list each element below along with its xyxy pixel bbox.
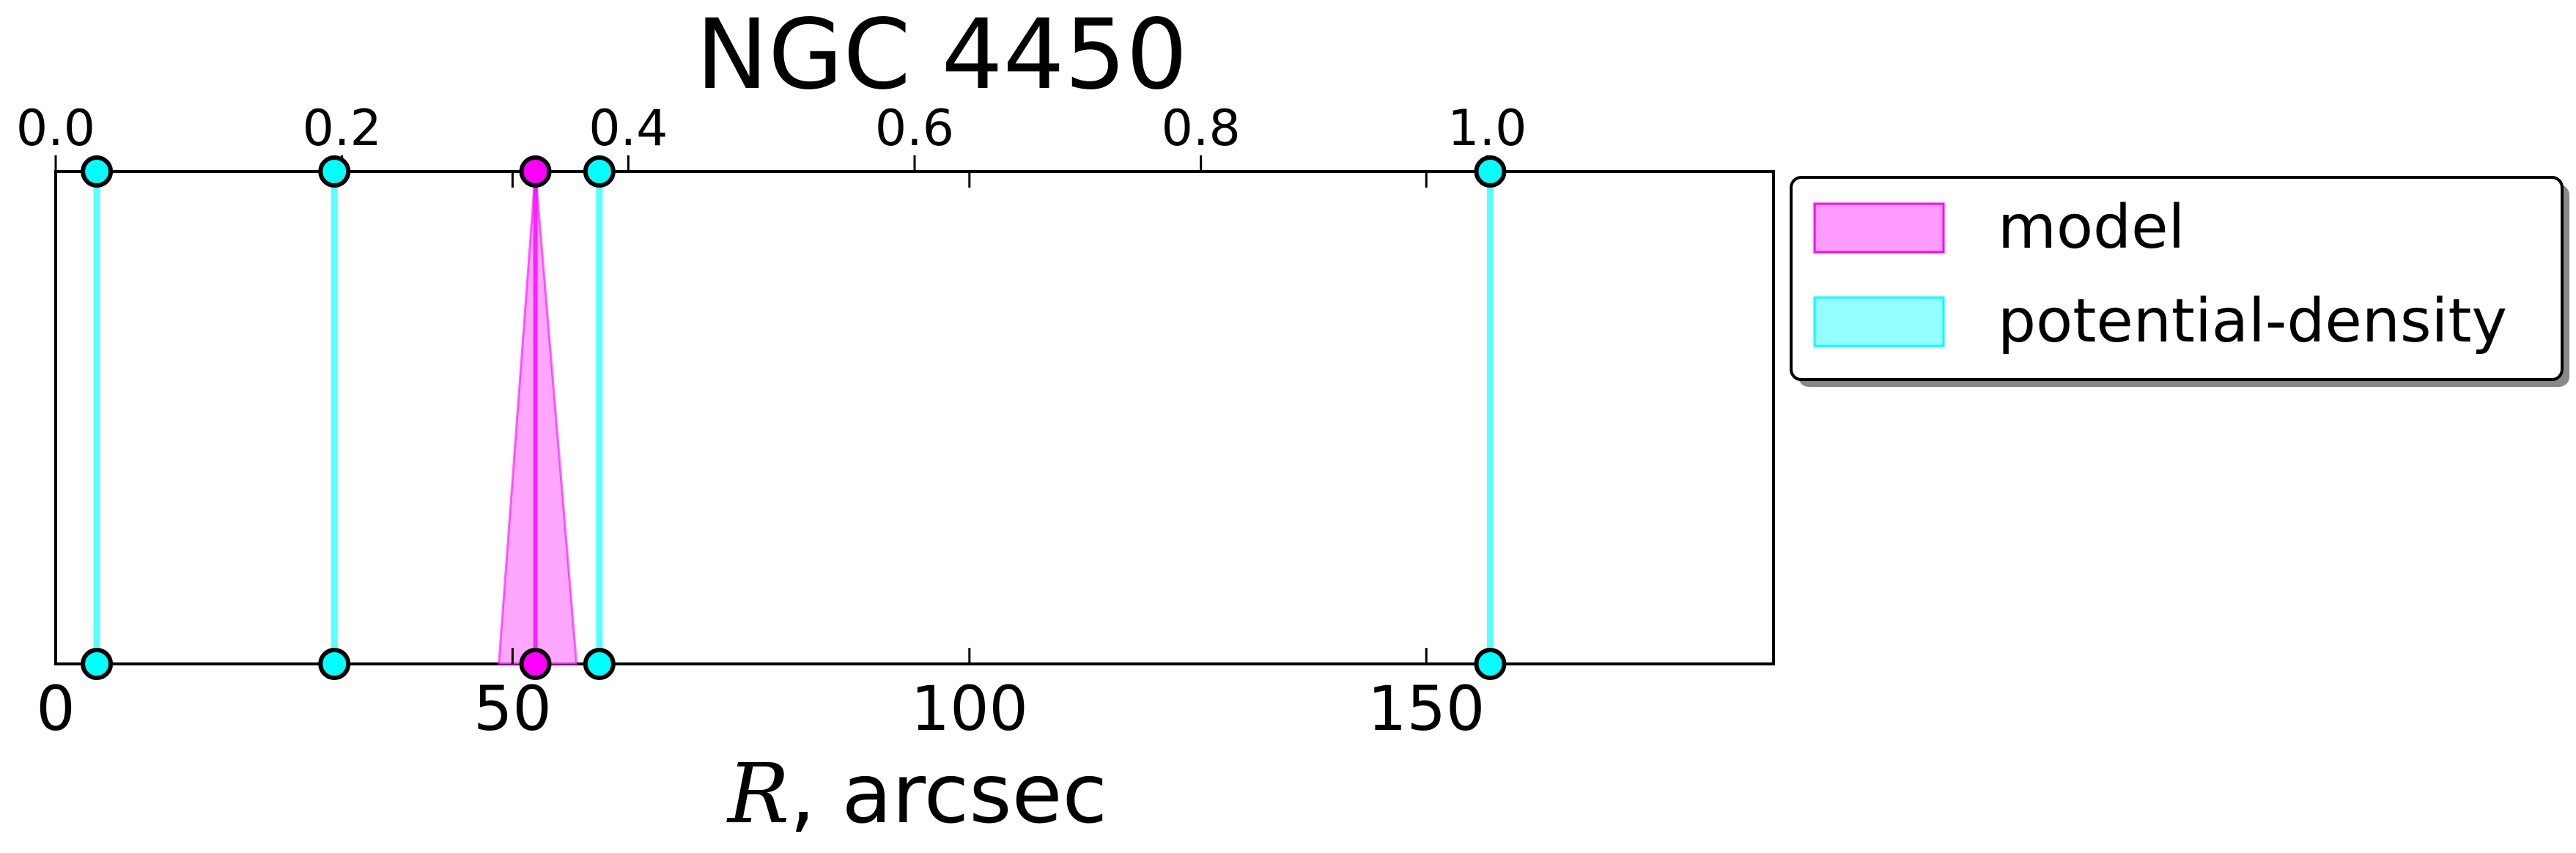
top-tick-label: 1.0 bbox=[1447, 100, 1527, 158]
legend-label: potential-density bbox=[1998, 287, 2507, 356]
potential-density-point bbox=[583, 648, 616, 680]
chart-title: NGC 4450 bbox=[695, 0, 1187, 111]
potential-density-point bbox=[1474, 648, 1507, 680]
top-tick-label: 0.6 bbox=[875, 100, 954, 158]
top-axis: 0.0 0.2 0.4 0.6 0.8 1.0 bbox=[16, 100, 1527, 171]
potential-density-point bbox=[1474, 155, 1507, 188]
bottom-tick-label: 100 bbox=[911, 673, 1028, 745]
legend-box bbox=[1790, 176, 2564, 381]
plot-area bbox=[54, 155, 1775, 680]
potential-density-point bbox=[318, 648, 351, 680]
model-point bbox=[519, 648, 552, 680]
bottom-tick-label: 150 bbox=[1368, 673, 1485, 745]
potential-density-point bbox=[81, 155, 114, 188]
potential-density-point bbox=[318, 155, 351, 188]
top-tick-label: 0.2 bbox=[303, 100, 382, 158]
legend-swatch-potential-density bbox=[1813, 296, 1945, 347]
plot-frame bbox=[54, 170, 1775, 665]
bottom-tick-label: 50 bbox=[473, 673, 552, 745]
bottom-tick-label: 0 bbox=[36, 673, 75, 745]
potential-density-point bbox=[583, 155, 616, 188]
bottom-axis: 0 50 100 150 bbox=[36, 171, 1485, 745]
model-point bbox=[519, 155, 552, 188]
x-axis-label-text: , arcsec bbox=[789, 747, 1107, 842]
legend-label: model bbox=[1998, 193, 2185, 262]
x-axis-label: R, arcsec bbox=[726, 747, 1107, 842]
top-tick-label: 0.8 bbox=[1162, 100, 1241, 158]
x-axis-label-symbol: R bbox=[726, 747, 789, 842]
top-tick-label: 0.0 bbox=[16, 100, 95, 158]
potential-density-point bbox=[81, 648, 114, 680]
top-tick-label: 0.4 bbox=[588, 100, 668, 158]
legend: model potential-density bbox=[1790, 176, 2569, 387]
legend-swatch-model bbox=[1813, 202, 1945, 254]
